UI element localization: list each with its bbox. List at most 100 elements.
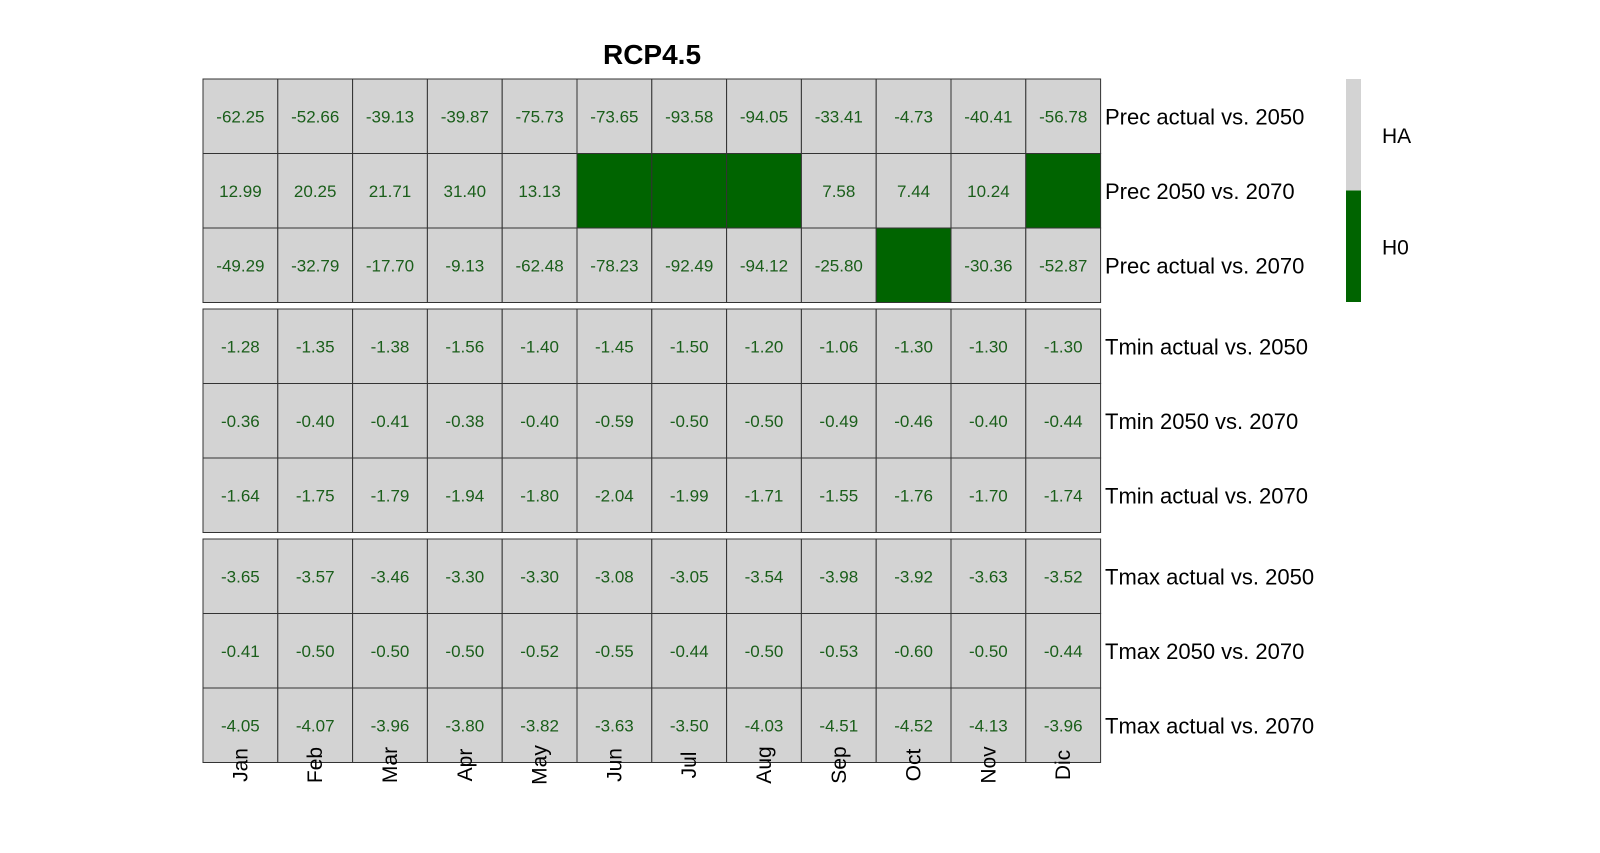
heatmap-cell: [875, 227, 952, 303]
column-label: Feb: [304, 747, 327, 783]
heatmap-cell: [1025, 308, 1102, 384]
cell-value: -1.40: [520, 337, 559, 356]
row-label: Tmin 2050 vs. 2070: [1105, 409, 1298, 434]
heatmap-cell: [875, 78, 952, 154]
cell-value: -3.63: [969, 567, 1008, 586]
cell-value: -0.46: [894, 412, 933, 431]
cell-value: -0.41: [221, 642, 260, 661]
heatmap-cell: [950, 538, 1027, 614]
heatmap-cell: [651, 457, 728, 533]
cell-value: -1.06: [819, 337, 858, 356]
cell-value: -0.40: [969, 412, 1008, 431]
heatmap-cell: [277, 687, 354, 763]
cell-value: -3.80: [445, 716, 484, 735]
heatmap-cell: [950, 687, 1027, 763]
heatmap-cell: [1025, 538, 1102, 614]
heatmap-cell: [651, 383, 728, 459]
column-labels: Jan Feb Mar Apr May Jun Jul Aug Sep Oct Nov Dic: [229, 745, 1075, 785]
heatmap-cell: [352, 457, 428, 533]
heatmap-cell: [1025, 457, 1102, 533]
cell-value: -73.65: [590, 107, 638, 126]
cell-value: -32.79: [291, 256, 339, 275]
heatmap-cell: [1025, 153, 1102, 229]
heatmap-cell: [576, 613, 653, 689]
heatmap-cell: [1025, 613, 1102, 689]
cell-value: -0.60: [894, 642, 933, 661]
heatmap-cell: [726, 227, 802, 303]
row-labels: Prec actual vs. 2050 Prec 2050 vs. 2070 Pr…: [1105, 104, 1314, 738]
cell-value: -4.03: [745, 716, 784, 735]
heatmap-cell: [800, 227, 877, 303]
heatmap-cell: [726, 538, 802, 614]
cell-value: -0.44: [1044, 642, 1083, 661]
heatmap-cell: [426, 687, 503, 763]
column-label: Jun: [603, 748, 626, 782]
cell-value: -75.73: [515, 107, 563, 126]
cell-value: -52.66: [291, 107, 339, 126]
cell-value: -4.07: [296, 716, 335, 735]
cell-value: -1.20: [745, 337, 784, 356]
row-label: Tmax actual vs. 2070: [1105, 713, 1314, 738]
cell-value: -3.05: [670, 567, 709, 586]
cell-value: -4.51: [819, 716, 858, 735]
cell-value: -4.73: [894, 107, 933, 126]
heatmap-cell: [726, 613, 802, 689]
cell-value: -94.05: [740, 107, 788, 126]
heatmap-cell: [277, 613, 354, 689]
heatmap-cell: [202, 153, 279, 229]
cell-value: -0.49: [819, 412, 858, 431]
heatmap-cell: [202, 538, 279, 614]
cell-value: -30.36: [964, 256, 1012, 275]
heatmap-cell: [501, 687, 578, 763]
heatmap-cell: [800, 687, 877, 763]
heatmap-cell: [501, 457, 578, 533]
cell-value: -3.98: [819, 567, 858, 586]
cell-value: -1.70: [969, 486, 1008, 505]
cell-value: -92.49: [665, 256, 713, 275]
cell-value: -1.50: [670, 337, 709, 356]
cell-value: -1.28: [221, 337, 260, 356]
heatmap-cell: [875, 613, 952, 689]
cell-value: -4.05: [221, 716, 260, 735]
heatmap-cell: [726, 308, 802, 384]
cell-value: -1.55: [819, 486, 858, 505]
cell-value: -40.41: [964, 107, 1012, 126]
column-label: May: [529, 745, 552, 785]
cell-value: -0.52: [520, 642, 559, 661]
cell-value: -62.25: [216, 107, 264, 126]
cell-value: -39.87: [441, 107, 489, 126]
cell-value: -9.13: [445, 256, 484, 275]
cell-value: -1.75: [296, 486, 335, 505]
heatmap-cell: [950, 457, 1027, 533]
heatmap-cell: [352, 613, 428, 689]
heatmap-cell: [576, 383, 653, 459]
cell-value: -49.29: [216, 256, 264, 275]
heatmap-cell: [1025, 78, 1102, 154]
cell-value: -0.50: [445, 642, 484, 661]
row-label: Prec 2050 vs. 2070: [1105, 179, 1295, 204]
heatmap-cell: [576, 78, 653, 154]
heatmap-cell: [202, 227, 279, 303]
legend-label: HA: [1382, 125, 1411, 148]
cell-value: -0.53: [819, 642, 858, 661]
column-label: Dic: [1052, 750, 1075, 780]
cell-value: -0.50: [296, 642, 335, 661]
legend-swatch: [1346, 190, 1361, 302]
heatmap-cell: [651, 153, 728, 229]
row-label: Tmin actual vs. 2050: [1105, 334, 1308, 359]
heatmap-cell: [800, 153, 877, 229]
cell-value: -0.41: [371, 412, 410, 431]
heatmap-cell: [202, 457, 279, 533]
cell-value: -1.30: [894, 337, 933, 356]
cell-value: -1.94: [445, 486, 484, 505]
cell-value: -33.41: [815, 107, 863, 126]
cell-value: -3.96: [1044, 716, 1083, 735]
heatmap-cell: [352, 383, 428, 459]
cell-value: -0.55: [595, 642, 634, 661]
heatmap-cell: [501, 613, 578, 689]
heatmap-cell: [875, 383, 952, 459]
cell-value: -1.74: [1044, 486, 1083, 505]
cell-value: 7.58: [822, 182, 855, 201]
heatmap-cell: [352, 78, 428, 154]
